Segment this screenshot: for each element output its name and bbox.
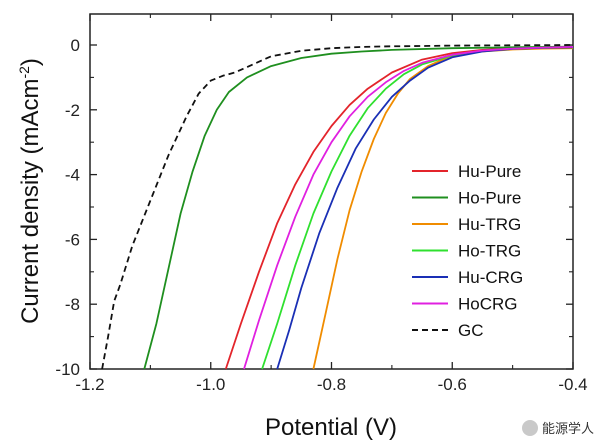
y-tick-label: -10 xyxy=(55,360,80,379)
watermark-text: 能源学人 xyxy=(541,422,594,437)
y-tick-label: 0 xyxy=(71,36,80,55)
legend-label: GC xyxy=(458,321,484,340)
watermark: 能源学人 xyxy=(521,418,594,437)
y-axis-title-main: Current density (mAcm xyxy=(17,79,44,324)
x-tick-label: -0.8 xyxy=(317,375,346,394)
series-line-ho-pure xyxy=(143,45,574,370)
wechat-icon xyxy=(521,419,538,436)
y-tick-label: -2 xyxy=(65,101,80,120)
legend-label: Ho-Pure xyxy=(458,189,521,208)
series-line-gc xyxy=(101,44,574,370)
x-tick-label: -1.2 xyxy=(75,375,104,394)
x-tick-label: -1.0 xyxy=(196,375,225,394)
y-tick-label: -6 xyxy=(65,230,80,249)
y-axis-title-close: ) xyxy=(17,58,44,66)
y-axis-title-sup: -2 xyxy=(16,66,32,79)
y-tick-label: -8 xyxy=(65,295,80,314)
series-line-hu-trg xyxy=(312,47,574,370)
legend-label: Ho-TRG xyxy=(458,242,521,261)
legend-label: Hu-Pure xyxy=(458,162,521,181)
y-tick-label: -4 xyxy=(65,166,80,185)
y-axis-title: Current density (mAcm-2) xyxy=(16,58,44,324)
legend: Hu-Pure Ho-Pure Hu-TRG Ho-TRG Hu-CRG HoCRG GC xyxy=(412,162,523,340)
legend-label: Hu-CRG xyxy=(458,268,523,287)
x-tick-label: -0.4 xyxy=(558,375,587,394)
series-line-ho-trg xyxy=(261,46,574,370)
x-axis-title: Potential (V) xyxy=(265,414,397,441)
legend-label: Hu-TRG xyxy=(458,215,521,234)
x-tick-label: -0.6 xyxy=(438,375,467,394)
legend-label: HoCRG xyxy=(458,295,518,314)
series-line-hocrg xyxy=(243,46,574,370)
series-line-hu-crg xyxy=(276,46,574,370)
